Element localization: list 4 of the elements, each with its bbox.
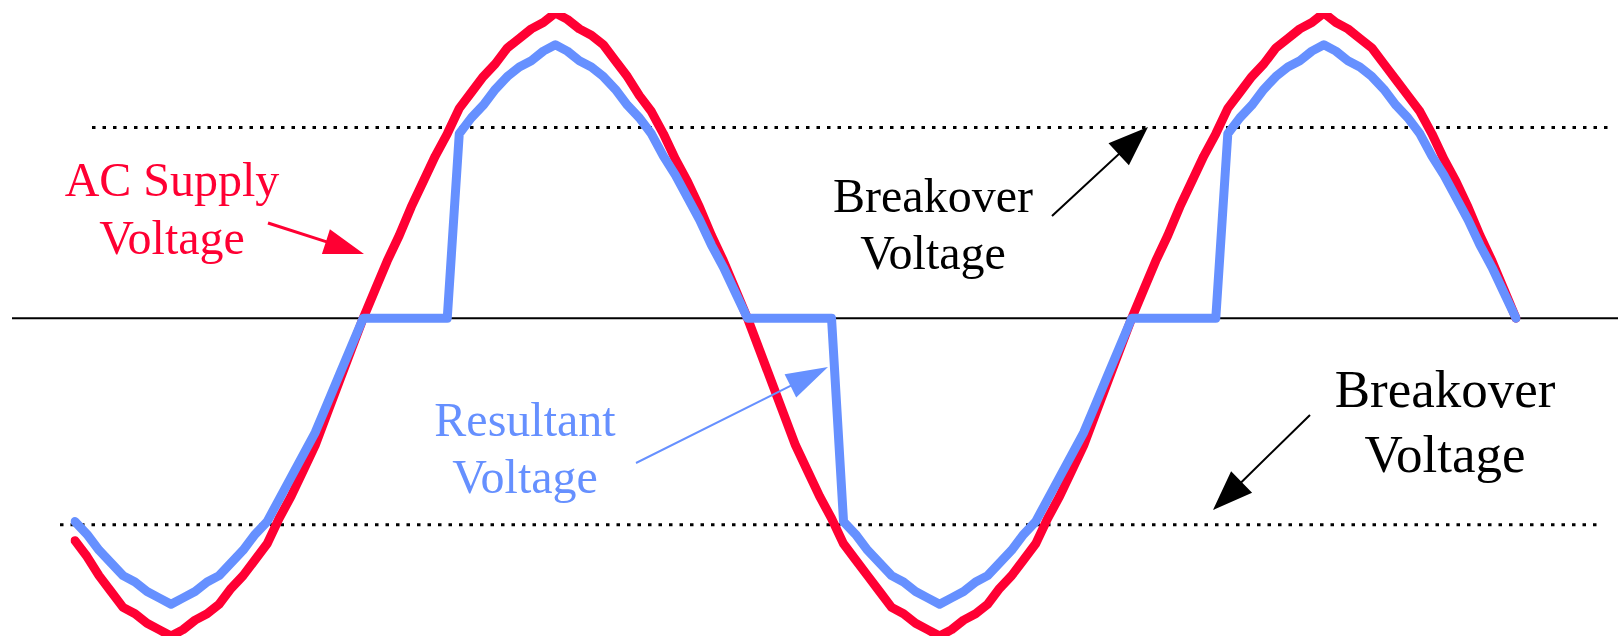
legend-label: Breakover Voltage	[833, 169, 1033, 279]
legend-label: Resultant Voltage	[434, 393, 617, 503]
legend-label: AC Supply Voltage	[64, 153, 280, 264]
ref-line-label: Breakover Voltage	[1334, 360, 1556, 483]
